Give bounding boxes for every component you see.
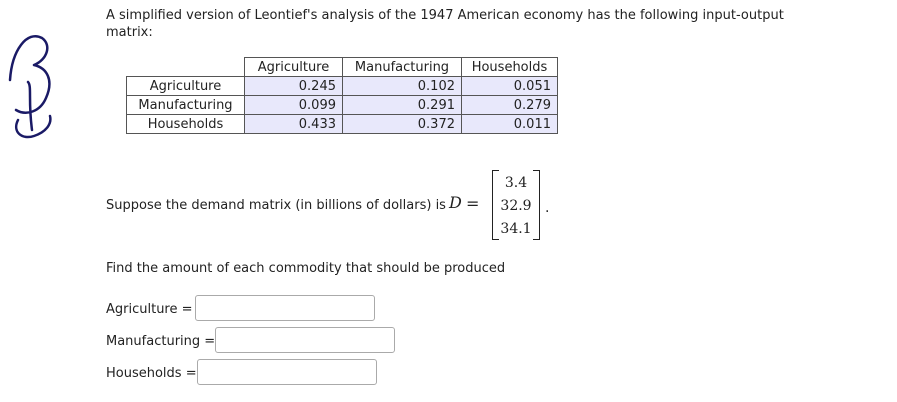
demand-variable: D [449, 193, 462, 212]
handwritten-annotation-icon [8, 35, 52, 139]
matrix-row-header: Agriculture [126, 76, 245, 96]
manufacturing-input[interactable] [215, 327, 395, 353]
equals-sign: = [466, 194, 480, 213]
agriculture-input[interactable] [195, 295, 375, 321]
matrix-cell: 0.372 [342, 114, 462, 134]
demand-value: 32.9 [500, 198, 532, 214]
input-output-matrix: Agriculture Manufacturing Households Agr… [126, 57, 558, 134]
matrix-row-header: Households [126, 114, 245, 134]
demand-value: 34.1 [500, 221, 532, 237]
agriculture-label: Agriculture = [106, 302, 193, 317]
matrix-cell: 0.291 [342, 95, 462, 115]
demand-text: Suppose the demand matrix (in billions o… [106, 198, 446, 213]
matrix-cell: 0.011 [461, 114, 558, 134]
left-bracket [492, 170, 499, 240]
matrix-header-row: Agriculture Manufacturing Households [127, 57, 558, 77]
matrix-row-header: Manufacturing [126, 95, 245, 115]
matrix-column-header: Households [461, 57, 558, 77]
problem-statement: A simplified version of Leontief's analy… [106, 8, 784, 40]
matrix-row: Agriculture 0.245 0.102 0.051 [126, 76, 558, 96]
matrix-cell: 0.279 [461, 95, 558, 115]
matrix-cell: 0.433 [244, 114, 343, 134]
matrix-cell: 0.245 [244, 76, 343, 96]
demand-matrix: 3.4 32.9 34.1 [492, 170, 540, 240]
right-bracket [533, 170, 540, 240]
households-label: Households = [106, 366, 197, 381]
matrix-row: Households 0.433 0.372 0.011 [126, 114, 558, 134]
matrix-column-header: Manufacturing [342, 57, 462, 77]
matrix-corner [127, 58, 245, 77]
matrix-cell: 0.102 [342, 76, 462, 96]
households-input[interactable] [197, 359, 377, 385]
manufacturing-label: Manufacturing = [106, 334, 216, 349]
demand-value: 3.4 [504, 175, 528, 191]
matrix-cell: 0.051 [461, 76, 558, 96]
matrix-row: Manufacturing 0.099 0.291 0.279 [126, 95, 558, 115]
matrix-cell: 0.099 [244, 95, 343, 115]
period: . [545, 200, 550, 216]
question-text: Find the amount of each commodity that s… [106, 261, 506, 276]
matrix-column-header: Agriculture [244, 57, 343, 77]
